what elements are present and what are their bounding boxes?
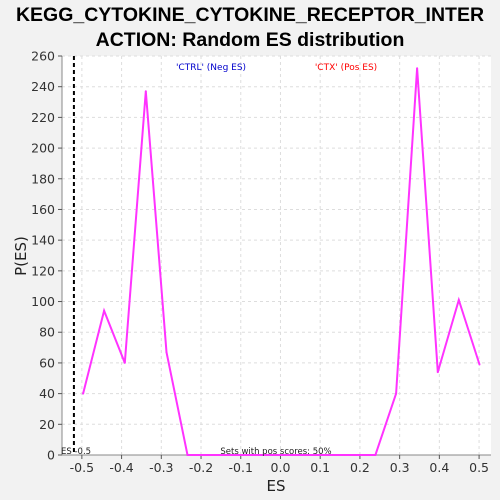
- x-tick-label: -0.4: [109, 460, 133, 475]
- y-axis-label: P(ES): [12, 236, 30, 276]
- x-tick-label: 0.1: [310, 460, 330, 475]
- x-tick-label: -0.3: [149, 460, 173, 475]
- x-tick-label: -0.2: [189, 460, 213, 475]
- chart-title-line-2: ACTION: Random ES distribution: [96, 29, 405, 51]
- series-points: [82, 67, 481, 456]
- data-point: [436, 371, 439, 374]
- data-point: [416, 67, 419, 70]
- data-point: [186, 454, 189, 456]
- data-point: [353, 454, 356, 456]
- data-point: [290, 454, 293, 456]
- y-tick-label: 240: [31, 79, 55, 94]
- y-tick-label: 200: [31, 141, 55, 156]
- data-point: [332, 454, 335, 456]
- data-point: [374, 454, 377, 456]
- series-line: [82, 68, 481, 456]
- data-point: [311, 454, 314, 456]
- y-tick-label: 40: [39, 386, 55, 401]
- legend-neg-es: 'CTRL' (Neg ES): [176, 63, 246, 73]
- data-point: [478, 363, 481, 366]
- y-tick-label: 0: [47, 448, 55, 463]
- data-point: [457, 299, 460, 302]
- x-axis-ticks: -0.5 -0.4 -0.3 -0.2 -0.1 0.0 0.1 0.2 0.3 0.4 0.5: [70, 455, 489, 475]
- x-tick-label: 0.4: [429, 460, 449, 475]
- data-point: [103, 309, 106, 312]
- y-tick-label: 140: [31, 233, 55, 248]
- plot-area: [62, 56, 491, 455]
- grid-lines: [61, 55, 491, 456]
- legend-pos-es: 'CTX' (Pos ES): [315, 63, 377, 73]
- data-point: [249, 454, 252, 456]
- data-point: [144, 90, 147, 93]
- data-point: [82, 392, 85, 395]
- data-point: [207, 454, 210, 456]
- data-point: [395, 392, 398, 395]
- x-tick-label: -0.1: [229, 460, 253, 475]
- y-tick-label: 160: [31, 202, 55, 217]
- data-point: [228, 454, 231, 456]
- y-axis-ticks: 0 20 40 60 80 100 120 140 160 180 200 220 240 260: [31, 49, 62, 463]
- y-tick-label: 80: [39, 325, 55, 340]
- chart-title-line-1: KEGG_CYTOKINE_CYTOKINE_RECEPTOR_INTER: [16, 4, 484, 26]
- y-tick-label: 20: [39, 417, 55, 432]
- y-tick-label: 260: [31, 49, 55, 64]
- pos-scores-annotation: Sets with pos scores: 50%: [220, 447, 331, 457]
- y-tick-label: 180: [31, 171, 55, 186]
- x-tick-label: -0.5: [70, 460, 94, 475]
- data-point: [123, 361, 126, 364]
- y-tick-label: 120: [31, 263, 55, 278]
- x-axis-label: ES: [267, 477, 286, 495]
- es-marker-label: ES -0.5: [61, 447, 91, 457]
- x-tick-label: 0.0: [271, 460, 291, 475]
- x-tick-label: 0.2: [350, 460, 370, 475]
- y-tick-label: 220: [31, 110, 55, 125]
- data-point: [269, 454, 272, 456]
- y-tick-label: 100: [31, 294, 55, 309]
- data-point: [165, 351, 168, 354]
- y-tick-label: 60: [39, 355, 55, 370]
- x-tick-label: 0.3: [390, 460, 410, 475]
- x-tick-label: 0.5: [469, 460, 489, 475]
